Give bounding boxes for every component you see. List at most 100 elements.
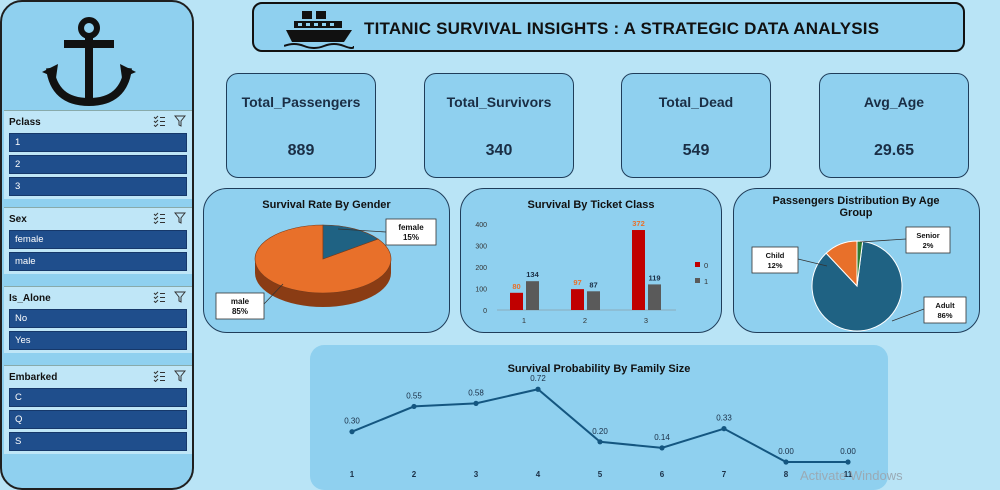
female-leader-line — [337, 228, 387, 233]
point-data-label: 0.00 — [840, 447, 856, 456]
label-box — [385, 218, 437, 246]
kpi-label: Avg_Age — [863, 94, 925, 110]
clear-filter-icon[interactable] — [174, 115, 186, 127]
slicer-item[interactable]: Yes — [9, 331, 187, 350]
slicer-item[interactable]: 2 — [9, 155, 187, 174]
slicer-item[interactable]: No — [9, 309, 187, 328]
slicer-item[interactable]: male — [9, 252, 187, 271]
page-title: TITANIC SURVIVAL INSIGHTS : A STRATEGIC … — [364, 19, 880, 38]
y-tick-label: 400 — [475, 222, 487, 229]
family-line-card: Survival Probability By Family Size 0.30… — [310, 345, 888, 490]
line-point — [659, 445, 665, 451]
point-data-label: 0.14 — [654, 433, 670, 442]
label-value: 15% — [403, 233, 419, 242]
line-point — [845, 459, 851, 465]
child-data-label-leader — [797, 258, 828, 267]
age-pie-card: Passengers Distribution By Age Group Chi… — [733, 188, 980, 333]
senior-data-label-leader — [859, 238, 907, 243]
clear-filter-icon[interactable] — [174, 212, 186, 224]
x-tick-label: 1 — [522, 316, 526, 325]
clear-filter-icon[interactable] — [174, 291, 186, 303]
male-leader-line — [263, 283, 284, 305]
male-slice-side — [255, 259, 391, 307]
kpi-total-survivors: Total_Survivors 340 — [424, 73, 574, 178]
female-slice — [322, 224, 379, 260]
point-data-label: 0.33 — [716, 414, 732, 423]
chart-title: Survival Probability By Family Size — [507, 363, 691, 375]
x-tick-label: 3 — [644, 316, 648, 325]
label-box — [215, 292, 265, 320]
line-point — [349, 429, 355, 435]
kpi-value: 29.65 — [873, 142, 915, 159]
bar-data-label: 119 — [648, 273, 660, 282]
label-value: 86% — [937, 311, 952, 320]
slicer-item[interactable]: 3 — [9, 177, 187, 196]
line-point — [721, 426, 727, 432]
slicer-is-alone: Is_Alone No Yes — [4, 286, 192, 353]
slicer-header: Sex — [4, 208, 192, 230]
line-point — [473, 400, 479, 406]
point-data-label: 0.72 — [530, 374, 546, 383]
kpi-total-dead: Total_Dead 549 — [621, 73, 771, 178]
bar-0-class-2 — [571, 289, 584, 310]
label-value: 2% — [923, 241, 934, 250]
slicer-item[interactable]: S — [9, 432, 187, 451]
anchor-icon — [42, 17, 136, 106]
multi-select-icon[interactable] — [153, 115, 166, 127]
multi-select-icon[interactable] — [153, 370, 166, 382]
y-tick-label: 0 — [483, 308, 487, 315]
bar-0-class-1 — [510, 292, 523, 310]
class-bar-card: Survival By Ticket Class 0 100 200 300 400 80… — [460, 188, 722, 333]
slicer-item[interactable]: 1 — [9, 133, 187, 152]
kpi-total-passengers: Total_Passengers 889 — [226, 73, 376, 178]
legend-label: 1 — [704, 277, 708, 286]
legend-label: 0 — [704, 261, 708, 270]
x-tick-label: 8 — [784, 470, 789, 479]
x-tick-label: 4 — [536, 470, 541, 479]
bar-data-label: 80 — [512, 282, 520, 291]
bar-data-label: 87 — [589, 280, 597, 289]
slicer-title: Embarked — [9, 371, 58, 383]
slicer-title: Pclass — [9, 116, 41, 128]
line-point — [597, 439, 603, 445]
kpi-label: Total_Passengers — [241, 94, 361, 110]
ship-icon — [284, 11, 354, 49]
class-bar-chart: 0 100 200 300 400 80 134 1 97 87 2 372 119 3 0 1 — [475, 219, 708, 325]
chart-title: Survival Rate By Gender — [262, 199, 391, 211]
label-category: Adult — [935, 301, 955, 310]
point-data-label: 0.00 — [778, 447, 794, 456]
gender-pie-card: Survival Rate By Gender female 15% male 85% — [203, 188, 450, 333]
x-tick-label: 2 — [412, 470, 417, 479]
x-tick-label: 2 — [583, 316, 587, 325]
bar-data-label: 372 — [632, 219, 645, 228]
x-tick-label: 7 — [722, 470, 727, 479]
bar-1-class-2 — [587, 291, 600, 310]
bar-1-class-3 — [648, 284, 661, 310]
bar-0-class-3 — [632, 230, 645, 310]
kpi-value: 549 — [682, 142, 710, 159]
point-data-label: 0.58 — [468, 388, 484, 397]
point-data-label: 0.20 — [592, 427, 608, 436]
slicer-item[interactable]: C — [9, 388, 187, 407]
y-tick-label: 200 — [475, 265, 487, 272]
multi-select-icon[interactable] — [153, 291, 166, 303]
legend-swatch-1 — [695, 278, 700, 283]
label-category: Senior — [916, 231, 939, 240]
slicer-item[interactable]: female — [9, 230, 187, 249]
slicer-sex: Sex female male — [4, 207, 192, 274]
family-survival-line — [351, 388, 848, 463]
slicer-item[interactable]: Q — [9, 410, 187, 429]
filter-sidebar: Pclass 1 2 3 Sex female male Is_Alone No Yes Embar… — [0, 0, 194, 490]
kpi-label: Total_Survivors — [446, 94, 552, 110]
clear-filter-icon[interactable] — [174, 370, 186, 382]
multi-select-icon[interactable] — [153, 212, 166, 224]
legend-swatch-0 — [695, 262, 700, 267]
kpi-avg-age: Avg_Age 29.65 — [819, 73, 969, 178]
